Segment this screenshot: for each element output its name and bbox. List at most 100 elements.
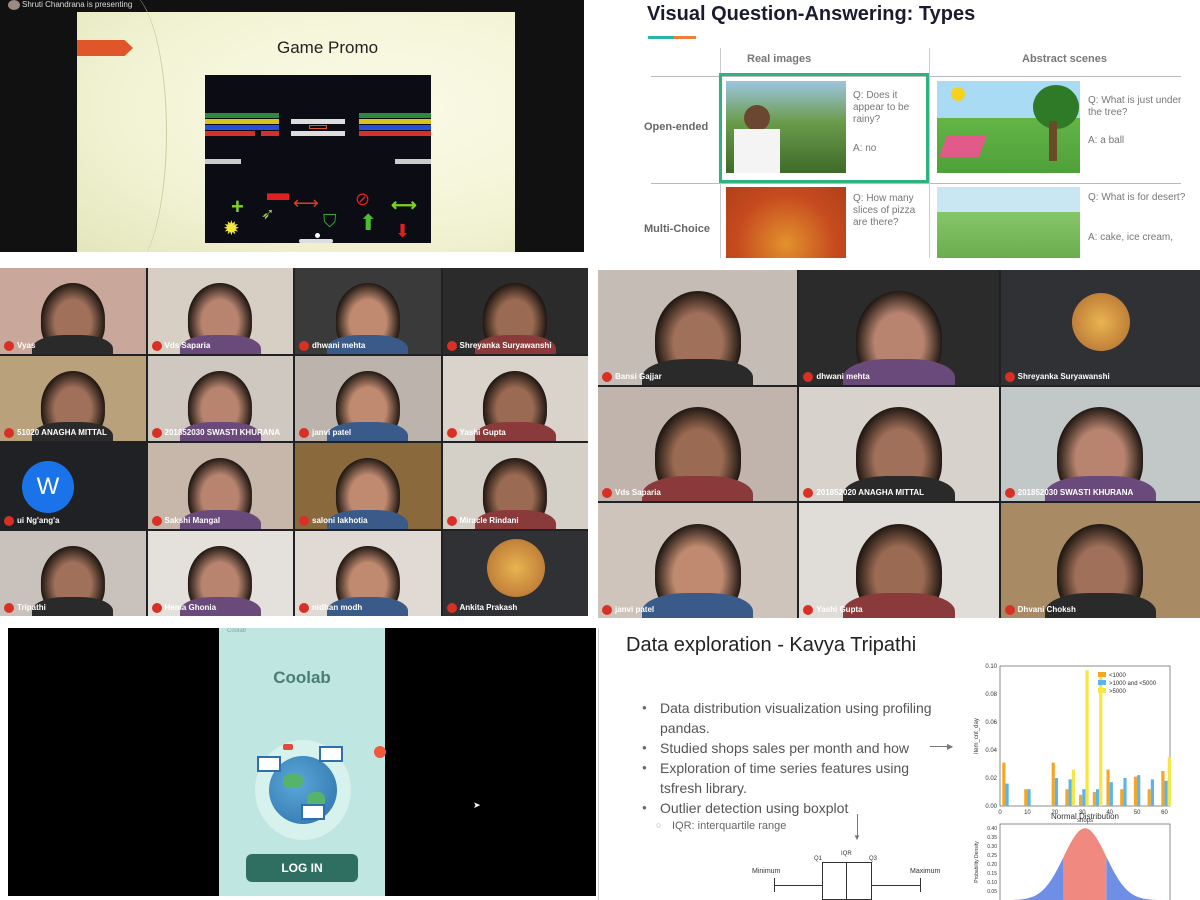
participant-body <box>843 359 955 385</box>
participant-name-text: 201852020 ANAGHA MITTAL <box>816 488 925 498</box>
participant-tile[interactable]: 201852030 SWASTI KHURANA <box>1000 386 1200 502</box>
participant-name: nidhan modh <box>299 603 362 613</box>
participant-name: Ankita Prakash <box>446 603 518 613</box>
participant-name: Vds Saparia <box>151 340 211 351</box>
participant-name-text: Bansi Gajjar <box>615 371 662 381</box>
participant-tile[interactable]: janvi patel <box>295 355 441 441</box>
y-tick-label: 0.25 <box>987 853 997 859</box>
participant-body <box>327 334 409 354</box>
boxplot-whisker-cap <box>920 878 921 892</box>
x-axis-label: shops <box>1077 818 1093 824</box>
participant-tile[interactable]: 201852030 SWASTI KHURANA <box>147 355 293 441</box>
sub-bullet-text: IQR: interquartile range <box>672 820 787 832</box>
y-tick-label: 0.40 <box>987 826 997 832</box>
slide-title: Data exploration - Kavya Tripathi <box>626 634 917 656</box>
brick-row <box>359 119 431 124</box>
bar <box>1164 780 1168 806</box>
bar <box>1123 778 1127 806</box>
bar <box>1167 757 1171 806</box>
participant-tile[interactable]: Vyas <box>0 268 146 354</box>
participant-body <box>179 422 261 441</box>
mic-muted-icon <box>1004 488 1015 499</box>
participant-tile[interactable]: Ankita Prakash <box>442 530 588 616</box>
participant-name: Tripathi <box>4 603 46 613</box>
participant-tile[interactable]: saloni lakhotia <box>295 443 441 529</box>
decorative-curve <box>87 0 167 252</box>
bar <box>1085 670 1089 806</box>
arrow-head-icon: ▼ <box>853 833 861 842</box>
bar-chart: 0.00 0.02 0.04 0.06 0.08 0.10 0 10 20 30 40 50 60 sho… <box>974 664 1171 824</box>
bar <box>1079 794 1083 806</box>
participant-tile[interactable]: janvi patel <box>598 503 798 618</box>
participant-tile[interactable]: Miracle Rindani <box>442 443 588 529</box>
question-text: Q: What is for desert? <box>1088 192 1186 203</box>
row-header-open: Open-ended <box>644 121 709 133</box>
participant-tile[interactable]: dhwani mehta <box>799 270 999 385</box>
participant-tile[interactable]: Tripathi <box>0 530 146 616</box>
participant-name-text: dhwani mehta <box>816 371 870 381</box>
bar <box>1027 789 1031 806</box>
column-header-real: Real images <box>747 53 812 65</box>
legend-label: >5000 <box>1109 689 1127 695</box>
login-button[interactable]: LOG IN <box>246 854 358 882</box>
plus-icon: + <box>231 194 244 219</box>
mic-muted-icon <box>4 515 14 526</box>
participant-name-text: 201852030 SWASTI KHURANA <box>1017 488 1134 498</box>
participant-tile[interactable]: Sakshi Mangal <box>147 443 293 529</box>
participant-tile[interactable]: Vds Saparia <box>598 386 798 502</box>
participant-tile[interactable]: Shreyanka Suryawanshi <box>442 268 588 354</box>
bar <box>1095 789 1100 806</box>
boxplot-q3-label: Q3 <box>869 856 878 862</box>
participant-name-text: Sakshi Mangal <box>164 515 221 525</box>
photo-pizza <box>726 187 846 258</box>
participant-name-text: Vds Saparia <box>164 340 211 350</box>
participant-tile[interactable]: Dhvani Choksh <box>1000 503 1200 618</box>
game-screenshot: + ▬ ⟷ ⊘ ⟷ ➶ ⛉ ⬆ ⬇ ✹ <box>205 75 431 243</box>
answer-text: A: cake, ice cream, <box>1088 232 1174 243</box>
bar <box>1147 789 1151 806</box>
participant-name-text: Hema Ghonia <box>164 603 217 613</box>
highlight-box <box>719 73 929 183</box>
up-arrow-icon: ⬆ <box>359 210 378 235</box>
video-call-grid-2: Bansi Gajjar dhwani mehta Shreyanka Suryaw… <box>598 270 1200 618</box>
mic-muted-icon <box>446 515 457 526</box>
boxplot-iqr-label: IQR <box>841 851 852 857</box>
plot-area <box>999 665 1171 807</box>
boxplot-minimum-label: Minimum <box>752 868 781 875</box>
participant-tile[interactable]: Vds Saparia <box>147 268 293 354</box>
participant-name: ui Ng'ang'a <box>4 515 59 526</box>
bar <box>1005 783 1009 806</box>
distribution-tail <box>1106 856 1160 900</box>
y-tick-label: 0.04 <box>985 748 997 754</box>
participant-name-text: Yashi Gupta <box>816 605 863 615</box>
participant-tile[interactable]: Yashi Gupta <box>799 503 999 618</box>
y-tick-label: 0.10 <box>985 664 997 670</box>
bar <box>1109 782 1113 806</box>
participant-body <box>474 334 556 354</box>
legend-label: <1000 <box>1109 673 1127 679</box>
participant-tile[interactable]: nidhan modh <box>295 530 441 616</box>
arrow-head-icon: ▶ <box>947 742 954 751</box>
participant-tile[interactable]: Hema Ghonia <box>147 530 293 616</box>
participant-tile[interactable]: Shreyanka Suryawanshi <box>1000 270 1200 385</box>
participant-name: 201852020 ANAGHA MITTAL <box>803 488 925 499</box>
participant-tile[interactable]: Yashi Gupta <box>442 355 588 441</box>
participant-body <box>474 509 556 529</box>
participant-body <box>641 476 754 502</box>
participant-tile[interactable]: 201852020 ANAGHA MITTAL <box>799 386 999 502</box>
screen-header: Coolab <box>227 628 247 634</box>
participant-tile[interactable]: dhwani mehta <box>295 268 441 354</box>
mic-muted-icon <box>446 428 457 438</box>
answer-text: A: a ball <box>1088 135 1125 146</box>
question-text: Q: What is just under the tree? <box>1088 95 1182 118</box>
participant-name-text: Ankita Prakash <box>459 603 518 613</box>
participant-tile[interactable]: Bansi Gajjar <box>598 270 798 385</box>
avatar <box>1072 293 1131 352</box>
mic-muted-icon <box>1004 371 1015 382</box>
chart-title: Normal Distribution <box>1051 812 1119 821</box>
participant-tile[interactable]: 51020 ANAGHA MITTAL <box>0 355 146 441</box>
bar <box>1071 769 1075 806</box>
y-tick-label: 0.05 <box>987 889 997 895</box>
participant-body <box>327 509 409 529</box>
